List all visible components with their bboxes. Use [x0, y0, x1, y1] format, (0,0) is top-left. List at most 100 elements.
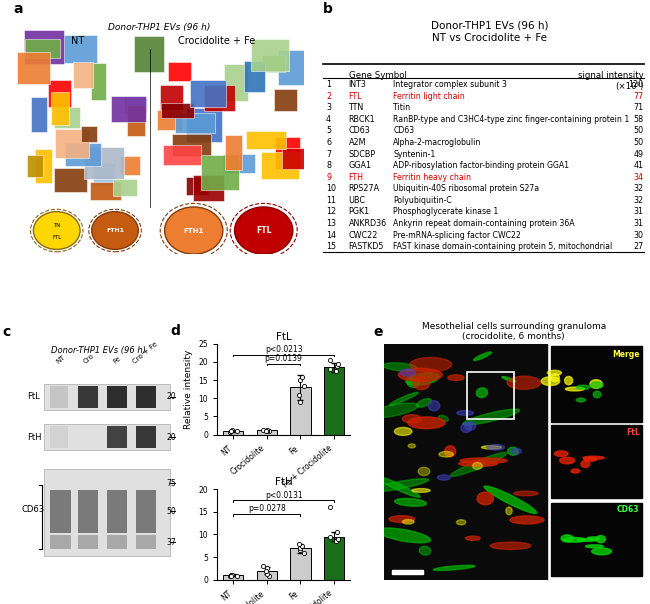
Point — [262, 425, 272, 435]
Bar — [551, 346, 642, 422]
Text: 2: 2 — [326, 92, 332, 101]
Point — [226, 426, 236, 436]
Text: 30: 30 — [634, 231, 644, 240]
Text: Merge: Merge — [612, 350, 640, 359]
Ellipse shape — [482, 446, 501, 449]
Bar — [78, 490, 98, 533]
Text: Syntenin-1: Syntenin-1 — [393, 150, 436, 159]
Bar — [278, 50, 309, 85]
Ellipse shape — [368, 403, 419, 418]
Ellipse shape — [460, 458, 507, 463]
Text: 75: 75 — [167, 478, 177, 487]
Bar — [48, 80, 71, 107]
Y-axis label: Relative intensity: Relative intensity — [184, 350, 193, 429]
Text: 50: 50 — [633, 138, 644, 147]
Bar — [107, 535, 127, 549]
Ellipse shape — [484, 486, 537, 513]
Text: a: a — [13, 2, 23, 16]
Text: Ankyrin repeat domain-containing protein 36A: Ankyrin repeat domain-containing protein… — [393, 219, 575, 228]
Text: Pre-mRNA-splicing factor CWC22: Pre-mRNA-splicing factor CWC22 — [393, 231, 521, 240]
Ellipse shape — [490, 542, 531, 550]
Point — [227, 570, 237, 580]
Bar — [257, 571, 277, 580]
Ellipse shape — [457, 411, 473, 416]
Text: FtL: FtL — [27, 393, 40, 402]
Text: 5: 5 — [326, 126, 332, 135]
Text: p=0.0278: p=0.0278 — [248, 504, 286, 513]
Ellipse shape — [419, 546, 431, 555]
Ellipse shape — [510, 516, 544, 524]
Circle shape — [33, 211, 80, 249]
Point — [325, 503, 335, 512]
Ellipse shape — [456, 519, 465, 525]
Point — [294, 397, 305, 406]
Ellipse shape — [566, 387, 584, 391]
Point — [264, 571, 274, 580]
Bar — [112, 179, 136, 196]
Text: FTL: FTL — [256, 226, 272, 235]
Ellipse shape — [593, 391, 601, 398]
Ellipse shape — [511, 448, 521, 454]
Bar — [392, 570, 423, 574]
Bar — [134, 36, 164, 72]
Bar — [54, 107, 80, 127]
Text: 31: 31 — [634, 219, 644, 228]
Text: Crocidolite + Fe: Crocidolite + Fe — [178, 36, 255, 46]
Bar — [111, 96, 146, 122]
Bar — [193, 175, 224, 201]
Ellipse shape — [564, 538, 586, 542]
Ellipse shape — [474, 352, 491, 361]
Ellipse shape — [437, 475, 450, 480]
Ellipse shape — [412, 489, 430, 492]
Bar — [90, 182, 121, 200]
Ellipse shape — [477, 492, 493, 505]
Ellipse shape — [473, 463, 482, 469]
Point — [226, 570, 237, 580]
Text: 37: 37 — [167, 538, 177, 547]
Bar — [551, 425, 642, 498]
Bar — [275, 137, 300, 169]
Bar — [36, 149, 51, 184]
Text: Donor-THP1 EVs (96 h)
NT vs Crocidolite + Fe: Donor-THP1 EVs (96 h) NT vs Crocidolite … — [431, 21, 549, 43]
Point — [295, 543, 306, 553]
Text: CD63: CD63 — [348, 126, 370, 135]
Point — [297, 371, 307, 381]
Point — [332, 534, 343, 544]
Bar — [51, 490, 71, 533]
Point — [232, 426, 242, 436]
Ellipse shape — [596, 536, 605, 543]
Point — [262, 564, 272, 573]
Text: 8: 8 — [326, 161, 331, 170]
Text: c: c — [3, 325, 11, 339]
Text: 41: 41 — [634, 161, 644, 170]
Text: RPS27A: RPS27A — [348, 184, 380, 193]
Point — [227, 425, 237, 435]
Text: 32: 32 — [633, 184, 644, 193]
Text: p=0.0139: p=0.0139 — [265, 354, 302, 363]
Bar — [124, 97, 148, 113]
Bar — [24, 30, 64, 63]
Text: 20: 20 — [167, 393, 177, 402]
Point — [262, 569, 272, 579]
Bar — [204, 85, 235, 111]
Text: FtH: FtH — [27, 432, 41, 442]
Text: 50: 50 — [633, 126, 644, 135]
Ellipse shape — [584, 457, 597, 461]
Ellipse shape — [410, 358, 452, 371]
Bar — [127, 104, 145, 136]
Text: b: b — [323, 2, 333, 16]
Bar — [92, 163, 115, 186]
Ellipse shape — [592, 548, 612, 554]
Text: Donor-THP1 EVs (96 h): Donor-THP1 EVs (96 h) — [107, 23, 210, 32]
Text: FTH1: FTH1 — [183, 228, 204, 234]
Ellipse shape — [506, 507, 512, 515]
Point — [325, 355, 335, 365]
Text: Phosphoglycerate kinase 1: Phosphoglycerate kinase 1 — [393, 207, 499, 216]
Bar — [551, 503, 642, 576]
Ellipse shape — [590, 382, 603, 388]
Ellipse shape — [428, 400, 439, 411]
Bar — [257, 430, 277, 435]
Ellipse shape — [577, 539, 598, 541]
Text: 6: 6 — [326, 138, 331, 147]
Bar — [162, 145, 201, 165]
